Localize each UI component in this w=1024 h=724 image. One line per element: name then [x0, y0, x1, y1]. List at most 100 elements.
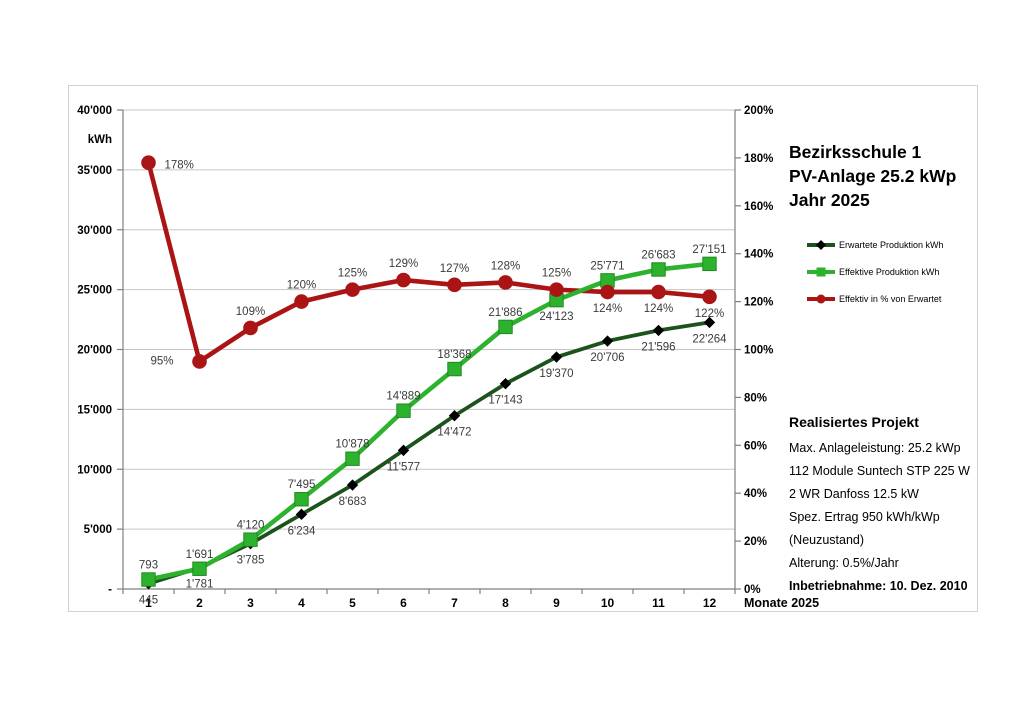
left-axis-tick-label: - [108, 584, 112, 596]
left-axis-tick-label: 35'000 [77, 165, 112, 177]
marker-square [243, 532, 258, 547]
legend-square-marker-icon [816, 267, 826, 276]
right-axis-tick-label: 60% [744, 440, 767, 452]
x-axis-month-label: 12 [703, 596, 717, 610]
data-label: 22'264 [692, 333, 727, 345]
data-label: 127% [440, 263, 469, 275]
marker-square [447, 361, 462, 377]
marker-diamond [550, 351, 563, 363]
data-label: 793 [139, 560, 158, 572]
x-axis-month-label: 1 [145, 596, 152, 610]
marker-circle [549, 282, 564, 297]
marker-circle [651, 284, 666, 300]
marker-square [651, 262, 666, 277]
x-axis-month-label: 11 [652, 596, 665, 610]
right-axis-tick-label: 0% [744, 584, 761, 596]
data-label: 14'472 [437, 427, 471, 439]
marker-circle [294, 294, 309, 309]
data-label: 6'234 [288, 525, 316, 537]
data-label: 4'120 [237, 520, 265, 532]
legend-item-0: Erwartete Produktion kWh [807, 231, 977, 258]
legend-line-swatch [807, 294, 835, 303]
marker-square [498, 319, 513, 335]
data-label: 26'683 [641, 249, 675, 261]
data-label: 95% [150, 355, 173, 367]
info-line-modules: 112 Module Suntech STP 225 W [789, 464, 970, 478]
data-label: 3'785 [237, 555, 265, 567]
info-line-power: Max. Anlageleistung: 25.2 kWp [789, 441, 961, 455]
x-axis-month-label: 2 [196, 596, 203, 610]
data-label: 178% [165, 160, 194, 172]
right-axis-tick-label: 40% [744, 488, 767, 500]
marker-square [396, 403, 411, 418]
legend-item-1: Effektive Produktion kWh [807, 258, 977, 285]
x-axis-month-label: 5 [349, 596, 356, 610]
info-line-yield: Spez. Ertrag 950 kWh/kWp [789, 510, 940, 524]
data-label: 7'495 [288, 479, 316, 491]
legend-label: Effektiv in % von Erwartet [839, 293, 942, 304]
marker-diamond [703, 316, 716, 329]
data-label: 125% [542, 268, 571, 280]
x-axis-month-label: 3 [247, 596, 254, 610]
marker-diamond [346, 479, 359, 491]
data-label: 20'706 [590, 352, 624, 364]
data-label: 27'151 [692, 244, 726, 256]
left-axis-tick-label: 5'000 [84, 524, 112, 536]
data-label: 18'368 [437, 349, 471, 361]
data-label: 445 [139, 595, 158, 607]
chart-title-line-1: Bezirksschule 1 [789, 142, 922, 162]
right-axis-tick-label: 140% [744, 249, 773, 261]
series-line-1 [146, 261, 712, 582]
marker-circle [345, 282, 360, 297]
marker-square [294, 492, 309, 507]
left-axis-tick-label: 20'000 [77, 345, 112, 357]
data-label: 128% [491, 260, 520, 272]
info-panel-heading: Realisiertes Projekt [789, 414, 919, 430]
left-axis-tick-label: 25'000 [77, 285, 112, 297]
data-label: 125% [338, 268, 367, 280]
marker-square [141, 572, 156, 587]
data-label: 11'577 [387, 461, 420, 473]
data-label: 24'123 [539, 311, 573, 323]
x-axis-month-label: 9 [553, 596, 560, 610]
marker-circle [447, 277, 462, 293]
chart-legend: Erwartete Produktion kWh Effektive Produk… [807, 231, 977, 312]
data-label: 124% [593, 303, 622, 315]
marker-diamond [499, 378, 512, 390]
marker-circle [600, 284, 615, 300]
data-label: 25'771 [590, 260, 624, 272]
data-label: 122% [695, 308, 724, 320]
right-axis-tick-label: 120% [744, 297, 773, 309]
marker-square [345, 451, 360, 466]
data-label: 10'878 [335, 439, 369, 451]
data-label: 19'370 [539, 368, 573, 380]
marker-circle [192, 354, 207, 369]
data-label: 129% [389, 258, 418, 270]
marker-circle [243, 320, 258, 336]
info-line-commissioning: Inbetriebnahme: 10. Dez. 2010 [789, 579, 968, 593]
info-line-condition: (Neuzustand) [789, 533, 865, 547]
right-axis-tick-label: 180% [744, 153, 773, 165]
data-label: 124% [644, 303, 673, 315]
data-label: 17'143 [488, 395, 522, 407]
chart-title: Bezirksschule 1 PV-Anlage 25.2 kWp Jahr … [789, 140, 999, 212]
marker-diamond [397, 444, 410, 457]
right-axis-tick-label: 100% [744, 345, 773, 357]
marker-diamond [448, 409, 461, 422]
marker-diamond [295, 508, 308, 521]
left-axis-tick-label: 40'000 [77, 105, 112, 117]
marker-circle [141, 155, 156, 170]
chart-title-line-2: PV-Anlage 25.2 kWp [789, 166, 957, 186]
marker-circle [498, 275, 513, 290]
marker-diamond [652, 324, 665, 337]
chart-title-line-3: Jahr 2025 [789, 190, 870, 210]
data-label: 21'886 [488, 307, 522, 319]
x-axis-month-label: 7 [451, 596, 458, 610]
info-panel: Realisiertes Projekt Max. Anlageleistung… [789, 414, 994, 598]
left-axis-tick-label: 30'000 [77, 225, 112, 237]
legend-line-swatch [807, 239, 835, 250]
legend-line-swatch [807, 267, 835, 276]
left-axis-tick-label: 15'000 [77, 404, 112, 416]
marker-circle [702, 289, 717, 305]
